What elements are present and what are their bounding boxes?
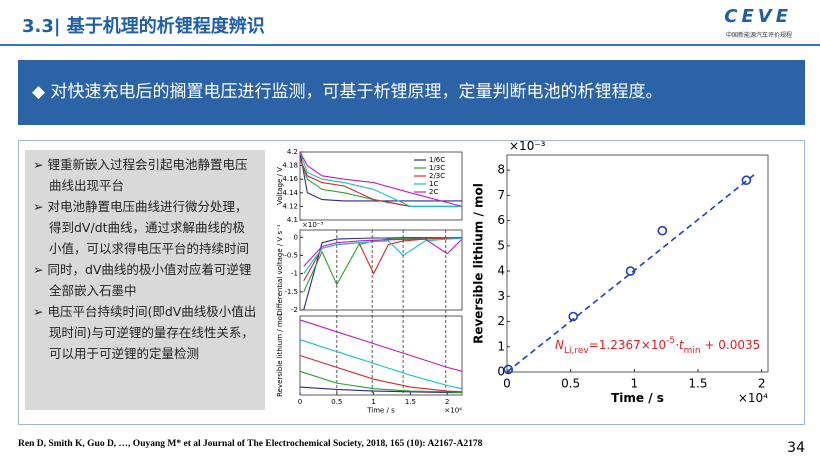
x-tick-label: 1.5 bbox=[688, 377, 707, 391]
series-line bbox=[299, 370, 463, 394]
fit-line bbox=[506, 173, 756, 373]
x-tick-label: 0 bbox=[503, 377, 511, 391]
y-tick-label: 4.14 bbox=[282, 189, 298, 197]
slide-title: 3.3| 基于机理的析锂程度辨识 bbox=[22, 16, 265, 37]
y-tick-label: 4.12 bbox=[282, 202, 298, 210]
y-axis-label: Reversible lithium / mol bbox=[276, 314, 284, 397]
banner: ◆ 对快速充电后的搁置电压进行监测，可基于析锂原理，定量判断电池的析锂程度。 bbox=[18, 60, 805, 125]
y-axis-label: Reversible lithium / mol bbox=[472, 183, 486, 344]
y-tick-label: 6 bbox=[497, 213, 505, 227]
x-multiplier: ×10⁴ bbox=[444, 406, 462, 414]
y-tick-label: 8 bbox=[497, 163, 505, 177]
title-rule bbox=[0, 44, 820, 46]
x-axis-label: Time / s bbox=[366, 406, 395, 414]
x-tick-label: 1.5 bbox=[405, 398, 416, 406]
y-tick-label: 5 bbox=[497, 238, 505, 252]
y-tick-label: 4.2 bbox=[287, 148, 298, 156]
y-axis-label: Voltage / V bbox=[276, 167, 284, 205]
legend-label: 1/6C bbox=[429, 156, 445, 164]
bullet: ➢ 电压平台持续时间(即dV曲线极小值出现时间)与可逆锂的量存在线性关系，可以用… bbox=[33, 304, 257, 361]
x-tick-label: 0.5 bbox=[331, 398, 342, 406]
x-axis-label: Time / s bbox=[611, 391, 664, 405]
y-tick-label: 1 bbox=[497, 339, 505, 353]
data-point bbox=[657, 225, 668, 236]
plot-frame bbox=[506, 154, 769, 373]
figure-bg bbox=[270, 148, 470, 412]
x-tick-label: 1 bbox=[630, 377, 638, 391]
plot-frame bbox=[299, 229, 463, 311]
legend-label: 1C bbox=[429, 180, 438, 188]
data-point bbox=[503, 364, 514, 375]
annotation-part: min bbox=[684, 346, 701, 356]
y-multiplier: ×10⁻³ bbox=[509, 139, 546, 153]
y-tick-label: 4.1 bbox=[287, 216, 298, 224]
data-point bbox=[625, 266, 636, 276]
citation: Ren D, Smith K, Guo D, …, Ouyang M* et a… bbox=[18, 439, 483, 449]
page-number: 34 bbox=[787, 440, 805, 456]
data-point bbox=[741, 175, 752, 186]
x-tick-label: 0.5 bbox=[561, 377, 580, 391]
series-line bbox=[303, 237, 463, 274]
bullet: ➢ 对电池静置电压曲线进行微分处理，得到dV/dt曲线，通过求解曲线的极小值，可… bbox=[33, 199, 250, 256]
x-tick-label: 0 bbox=[298, 398, 302, 406]
content-box bbox=[18, 140, 805, 425]
y-tick-label: 4 bbox=[497, 264, 505, 278]
plot-frame bbox=[299, 151, 463, 221]
series-line bbox=[299, 386, 462, 394]
y-multiplier: ×10⁻³ bbox=[302, 221, 323, 229]
y-tick-label: -2 bbox=[291, 306, 298, 314]
legend-label: 2C bbox=[429, 188, 438, 196]
y-tick-label: -0.5 bbox=[284, 251, 298, 259]
annotation-part: =1.2367×10 bbox=[589, 338, 666, 352]
logo: CEVE bbox=[724, 6, 792, 27]
x-multiplier: ×10⁴ bbox=[738, 391, 768, 405]
annotation-part: ·t bbox=[675, 338, 685, 352]
data-point bbox=[568, 311, 579, 322]
bullet-panel: ➢ 锂重新嵌入过程会引起电池静置电压曲线出现平台 ➢ 对电池静置电压曲线进行微分处… bbox=[25, 150, 265, 410]
logo-subtitle: 中国新能源汽车评价规程 bbox=[725, 32, 792, 39]
series-line bbox=[299, 354, 463, 393]
y-tick-label: 0 bbox=[294, 233, 298, 241]
fit-annotation: NLi,rev=1.2367×10-5·tmin + 0.0035 bbox=[555, 336, 760, 356]
y-tick-label: -1 bbox=[291, 270, 298, 278]
legend-label: 2/3C bbox=[429, 172, 445, 180]
legend-label: 1/3C bbox=[429, 164, 445, 172]
x-tick-label: 1 bbox=[371, 398, 375, 406]
y-tick-label: 2 bbox=[497, 314, 505, 328]
y-tick-label: 4.18 bbox=[282, 162, 298, 170]
y-tick-label: 4.16 bbox=[282, 175, 298, 183]
y-tick-label: 7 bbox=[497, 188, 505, 202]
y-tick-label: 3 bbox=[497, 289, 505, 303]
y-tick-label: -1.5 bbox=[284, 288, 298, 296]
series-line bbox=[299, 319, 463, 372]
series-line bbox=[299, 151, 462, 202]
series-line bbox=[303, 238, 463, 267]
bullet: ➢ 同时，dV曲线的极小值对应着可逆锂全部嵌入石墨中 bbox=[33, 262, 252, 298]
series-line bbox=[299, 339, 463, 390]
series-line bbox=[299, 151, 462, 207]
annotation-part: -5 bbox=[666, 336, 675, 346]
annotation-part: Li,rev bbox=[564, 346, 589, 356]
annotation-part: N bbox=[555, 338, 564, 352]
x-tick-label: 2 bbox=[758, 377, 766, 391]
series-line bbox=[299, 151, 463, 207]
y-tick-label: 0 bbox=[497, 365, 505, 379]
bullet: ➢ 锂重新嵌入过程会引起电池静置电压曲线出现平台 bbox=[33, 157, 248, 193]
x-tick-label: 2 bbox=[445, 398, 449, 406]
y-axis-label: Differential voltage / V s⁻¹ bbox=[276, 224, 284, 315]
annotation-part: + 0.0035 bbox=[701, 338, 761, 352]
